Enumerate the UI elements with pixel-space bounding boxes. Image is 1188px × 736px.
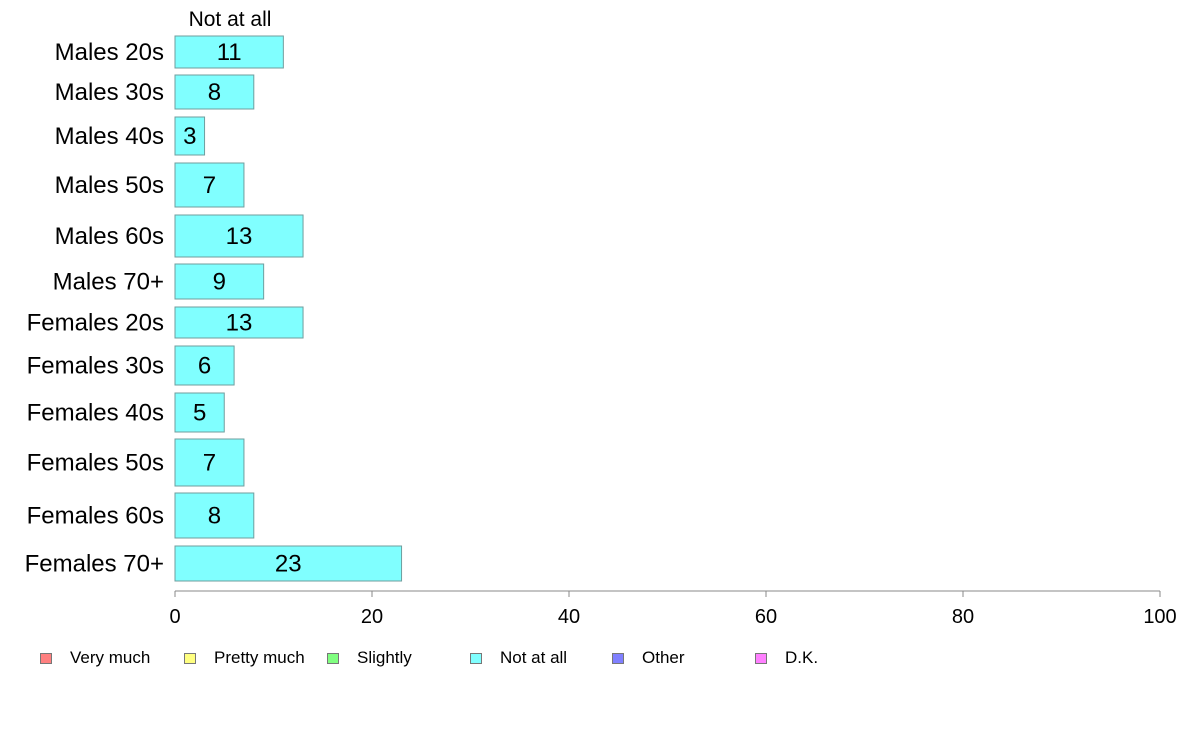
data-label-males-50s: 7 bbox=[203, 172, 216, 199]
data-label-females-20s: 13 bbox=[226, 310, 253, 337]
x-tick-label-100: 100 bbox=[1143, 606, 1176, 628]
data-label-males-70-plus: 9 bbox=[213, 269, 226, 296]
legend-label-slightly: Slightly bbox=[357, 648, 412, 667]
data-label-females-50s: 7 bbox=[203, 450, 216, 477]
category-label-females-40s: Females 40s bbox=[27, 400, 164, 427]
bar-females-70-plus bbox=[174, 545, 403, 582]
bar-males-60s bbox=[174, 214, 304, 258]
x-tick-label-80: 80 bbox=[952, 606, 974, 628]
data-label-males-30s: 8 bbox=[208, 79, 221, 106]
legend-swatch-very-much bbox=[40, 652, 52, 664]
legend-item-slightly: Slightly bbox=[327, 648, 412, 668]
bar-males-40s bbox=[174, 116, 206, 156]
bars-layer: Males 20s 11 Males 30s 8 Males 40s 3 Males 50s… bbox=[25, 35, 403, 582]
data-label-males-40s: 3 bbox=[183, 123, 196, 150]
category-label-males-60s: Males 60s bbox=[55, 223, 164, 250]
category-label-females-50s: Females 50s bbox=[27, 450, 164, 477]
series-header-label: Not at all bbox=[189, 8, 272, 31]
data-label-females-30s: 6 bbox=[198, 353, 211, 380]
bar-females-20s bbox=[174, 306, 304, 339]
bar-males-50s bbox=[174, 162, 245, 208]
category-label-females-30s: Females 30s bbox=[27, 353, 164, 380]
data-label-males-60s: 13 bbox=[226, 223, 253, 250]
bar-females-50s bbox=[174, 438, 245, 487]
category-label-males-30s: Males 30s bbox=[55, 79, 164, 106]
data-label-females-60s: 8 bbox=[208, 503, 221, 530]
legend-label-pretty-much: Pretty much bbox=[214, 648, 305, 667]
legend-item-other: Other bbox=[612, 648, 685, 668]
category-label-males-20s: Males 20s bbox=[55, 39, 164, 66]
category-label-females-60s: Females 60s bbox=[27, 503, 164, 530]
bar-males-70-plus bbox=[174, 263, 265, 300]
legend-swatch-pretty-much bbox=[184, 652, 196, 664]
legend-label-other: Other bbox=[642, 648, 685, 667]
legend-swatch-other bbox=[612, 652, 624, 664]
category-label-males-50s: Males 50s bbox=[55, 172, 164, 199]
legend-item-very-much: Very much bbox=[40, 648, 150, 668]
bar-chart: Not at all Males 20s 11 Males 30s 8 Males 40… bbox=[25, 8, 1177, 628]
data-label-females-40s: 5 bbox=[193, 400, 206, 427]
x-axis: 0 20 40 60 80 100 bbox=[169, 590, 1177, 628]
x-tick-label-0: 0 bbox=[169, 606, 180, 628]
legend-swatch-slightly bbox=[327, 652, 339, 664]
legend-label-very-much: Very much bbox=[70, 648, 151, 667]
legend-label-dk: D.K. bbox=[785, 648, 819, 667]
category-label-females-70-plus: Females 70+ bbox=[25, 551, 164, 578]
bar-females-30s bbox=[174, 345, 235, 386]
category-label-males-40s: Males 40s bbox=[55, 123, 164, 150]
bar-males-30s bbox=[174, 74, 255, 110]
x-tick-label-20: 20 bbox=[361, 606, 383, 628]
bar-females-60s bbox=[174, 492, 255, 539]
data-label-females-70-plus: 23 bbox=[275, 551, 302, 578]
legend-label-not-at-all: Not at all bbox=[500, 648, 568, 667]
bar-females-40s bbox=[174, 392, 225, 433]
legend-swatch-dk bbox=[755, 652, 767, 664]
bar-males-20s bbox=[174, 35, 284, 69]
legend-swatch-not-at-all bbox=[470, 652, 482, 664]
legend-item-pretty-much: Pretty much bbox=[184, 648, 305, 668]
x-tick-label-40: 40 bbox=[558, 606, 580, 628]
x-tick-label-60: 60 bbox=[755, 606, 777, 628]
chart-legend: Very much Pretty much Slightly Not at al… bbox=[0, 640, 1188, 670]
category-label-females-20s: Females 20s bbox=[27, 310, 164, 337]
data-label-males-20s: 11 bbox=[217, 39, 242, 66]
category-label-males-70-plus: Males 70+ bbox=[53, 269, 164, 296]
legend-item-dk: D.K. bbox=[755, 648, 818, 668]
legend-item-not-at-all: Not at all bbox=[470, 648, 567, 668]
